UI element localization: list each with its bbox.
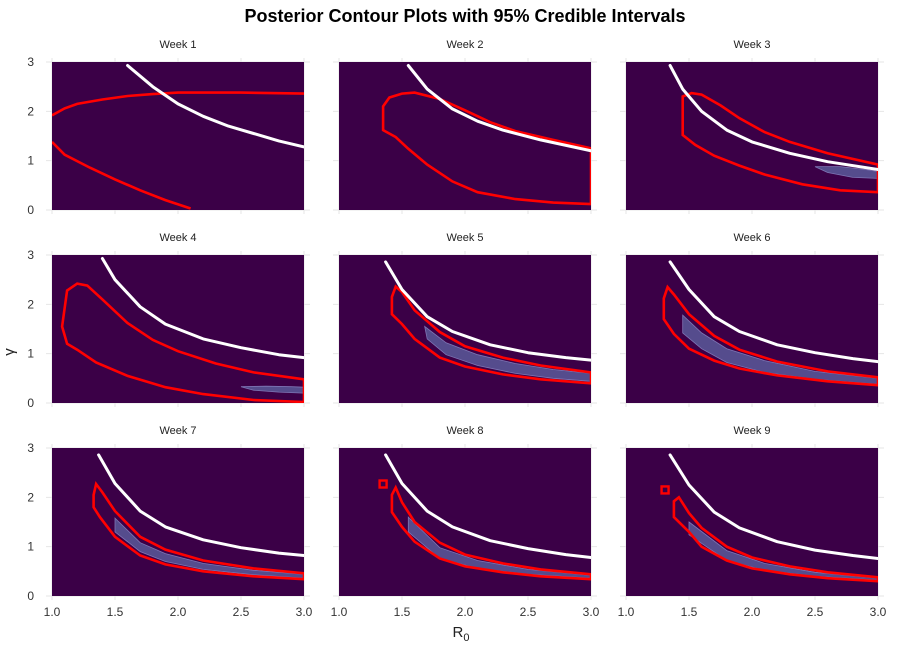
- x-axis-label-subscript: 0: [463, 632, 469, 644]
- reference-curve: [126, 64, 304, 149]
- panel-background: [339, 255, 591, 403]
- x-tick-label: 2.5: [520, 605, 537, 619]
- posterior-density-region: [407, 516, 591, 579]
- y-tick-label: 2: [27, 104, 34, 118]
- reference-curve: [384, 453, 591, 559]
- reference-curve: [100, 257, 304, 360]
- reference-curve: [668, 453, 878, 560]
- credible-interval-contour: [672, 495, 878, 583]
- panel-layers: [384, 260, 591, 385]
- posterior-density-region: [688, 521, 878, 581]
- panel-layers: [52, 64, 304, 210]
- facet-panel: Week 8 1.0 1.5 2.0 2.5 3.0: [331, 425, 600, 619]
- posterior-density-region: [682, 314, 878, 385]
- facet-strip-label: Week 7: [159, 425, 196, 437]
- x-tick-label: 1.0: [618, 605, 635, 619]
- facet-panel: Week 2: [333, 39, 597, 214]
- facet-strip-label: Week 9: [733, 425, 770, 437]
- facet-grid: Week 1 0 1 2 3 Week 2 Week 3 Week 4 0 1 2 3 Week 5 We…: [27, 39, 886, 619]
- y-tick-label: 2: [27, 297, 34, 311]
- credible-interval-contour: [92, 480, 304, 581]
- x-tick-label: 1.0: [44, 605, 61, 619]
- x-tick-label: 3.0: [870, 605, 887, 619]
- panel-layers: [381, 64, 591, 206]
- y-tick-label: 3: [27, 441, 34, 455]
- facet-panel: Week 1 0 1 2 3: [27, 39, 310, 217]
- x-tick-label: 1.5: [394, 605, 411, 619]
- panel-layers: [668, 64, 878, 194]
- facet-strip-label: Week 1: [159, 39, 196, 51]
- x-tick-label: 3.0: [583, 605, 600, 619]
- x-axis-label: R0: [453, 624, 470, 644]
- reference-curve: [384, 260, 591, 362]
- facet-panel: Week 4 0 1 2 3: [27, 232, 310, 410]
- panel-layers: [60, 257, 304, 403]
- facet-strip-label: Week 2: [446, 39, 483, 51]
- credible-interval-contour: [390, 484, 591, 581]
- y-tick-label: 0: [27, 396, 34, 410]
- panel-layers: [662, 260, 878, 387]
- x-tick-label: 2.5: [233, 605, 250, 619]
- x-tick-label: 2.0: [170, 605, 187, 619]
- credible-interval-contour: [381, 91, 591, 206]
- posterior-density-region: [114, 517, 304, 579]
- posterior-density-region: [814, 166, 878, 179]
- panel-background: [626, 62, 878, 210]
- y-tick-label: 2: [27, 490, 34, 504]
- panel-background: [339, 62, 591, 210]
- reference-curve: [668, 260, 878, 364]
- x-tick-label: 1.5: [107, 605, 124, 619]
- facet-panel: Week 5: [333, 232, 597, 407]
- x-tick-label: 1.0: [331, 605, 348, 619]
- panel-background: [626, 448, 878, 596]
- panel-layers: [92, 453, 304, 581]
- x-tick-label: 2.5: [807, 605, 824, 619]
- panel-layers: [660, 453, 878, 583]
- y-tick-label: 0: [27, 589, 34, 603]
- facet-panel: Week 6: [620, 232, 884, 407]
- reference-curve: [97, 453, 304, 557]
- credible-interval-contour: [390, 284, 591, 385]
- x-axis-label-main: R: [453, 624, 464, 641]
- y-tick-label: 0: [27, 203, 34, 217]
- facet-panel: Week 7 0 1 2 3 1.0 1.5 2.0 2.5 3.0: [27, 425, 312, 619]
- y-tick-label: 3: [27, 248, 34, 262]
- credible-interval-lower: [52, 140, 192, 210]
- reference-curve: [406, 64, 591, 153]
- y-tick-label: 1: [27, 540, 34, 554]
- facet-strip-label: Week 6: [733, 232, 770, 244]
- posterior-density-region: [424, 325, 591, 382]
- chart-title: Posterior Contour Plots with 95% Credibl…: [244, 6, 685, 26]
- y-axis-label: γ: [1, 348, 18, 356]
- y-tick-label: 1: [27, 154, 34, 168]
- posterior-density-region: [240, 385, 304, 394]
- facet-strip-label: Week 3: [733, 39, 770, 51]
- y-tick-label: 3: [27, 55, 34, 69]
- panel-layers: [378, 453, 591, 581]
- credible-interval-contour: [60, 282, 304, 403]
- facet-panel: Week 9 1.0 1.5 2.0 2.5 3.0: [618, 425, 887, 619]
- facet-strip-label: Week 5: [446, 232, 483, 244]
- x-tick-label: 3.0: [296, 605, 313, 619]
- reference-curve: [668, 64, 878, 171]
- x-tick-label: 1.5: [681, 605, 698, 619]
- credible-interval-contour: [681, 91, 878, 194]
- credible-interval-upper: [52, 91, 304, 117]
- facet-strip-label: Week 8: [446, 425, 483, 437]
- x-tick-label: 2.0: [744, 605, 761, 619]
- credible-interval-contour: [662, 284, 878, 387]
- facet-panel: Week 3: [620, 39, 884, 214]
- x-tick-label: 2.0: [457, 605, 474, 619]
- facet-strip-label: Week 4: [159, 232, 196, 244]
- credible-interval-island: [660, 485, 670, 495]
- credible-interval-island: [378, 479, 388, 489]
- y-tick-label: 1: [27, 347, 34, 361]
